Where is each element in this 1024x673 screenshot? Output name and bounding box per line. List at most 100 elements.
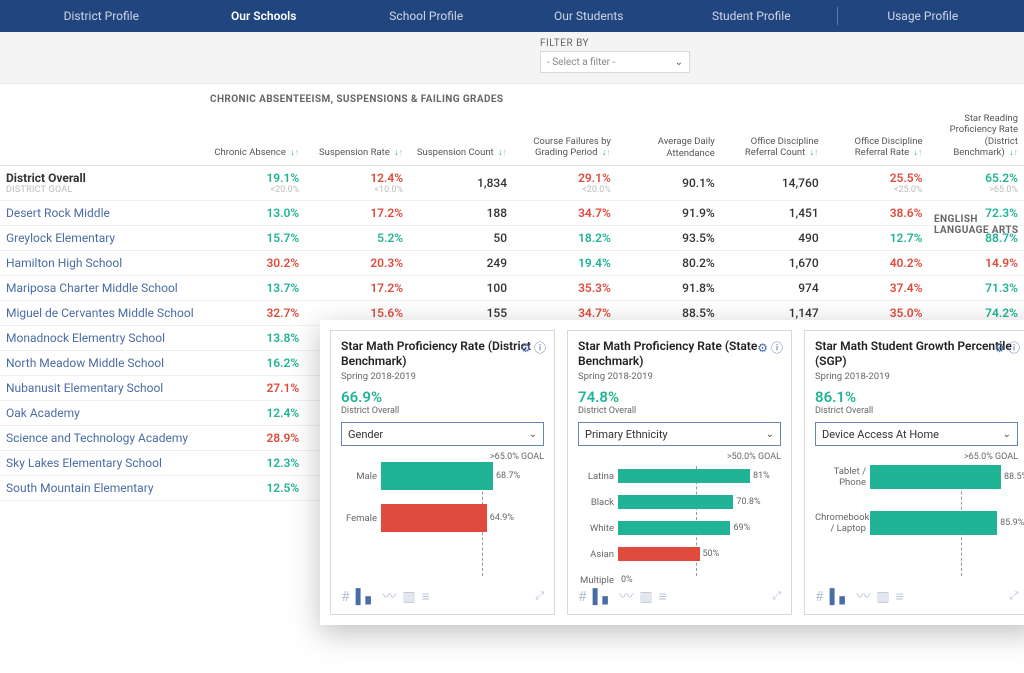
column-header[interactable]: Suspension Rate ↓↑ xyxy=(305,109,409,165)
panel-title: Star Math Student Growth Percentile (SGP… xyxy=(815,339,1018,369)
nav-tab-usage-profile[interactable]: Usage Profile xyxy=(842,9,1005,23)
column-header[interactable]: Office Discipline Referral Rate ↓↑ xyxy=(825,109,929,165)
nav-tab-school-profile[interactable]: School Profile xyxy=(345,9,508,23)
metric-cell: 27.1% xyxy=(201,375,305,400)
panel-title: Star Math Proficiency Rate (State Benchm… xyxy=(578,339,781,369)
bar-chart-icon[interactable]: ▌▖ xyxy=(593,589,614,605)
info-icon[interactable]: ⓘ xyxy=(1008,341,1020,355)
stacked-chart-icon[interactable]: ▥ xyxy=(876,589,889,605)
metric-cell: 91.9% xyxy=(617,200,721,225)
district-overall-row: District OverallDISTRICT GOAL19.1%<20.0%… xyxy=(0,165,1024,200)
gear-icon[interactable]: ⚙ xyxy=(757,341,768,355)
school-name[interactable]: Hamilton High School xyxy=(0,250,201,275)
grid-icon[interactable]: # xyxy=(578,589,587,605)
metric-cell: 12.4%<10.0% xyxy=(305,165,409,200)
chart-panel: ⚙ ⓘStar Math Proficiency Rate (District … xyxy=(330,330,555,615)
stacked-chart-icon[interactable]: ▥ xyxy=(639,589,652,605)
bar-track: 88.5% xyxy=(870,467,1018,487)
sort-icon: ↓↑ xyxy=(290,148,299,158)
metric-cell: 1,834 xyxy=(409,165,513,200)
gear-icon[interactable]: ⚙ xyxy=(520,341,531,355)
column-header[interactable]: Chronic Absence ↓↑ xyxy=(201,109,305,165)
column-header[interactable]: Course Failures by Grading Period ↓↑ xyxy=(513,109,617,165)
bar-chart-icon[interactable]: ▌▖ xyxy=(356,589,377,605)
school-name[interactable]: Monadnock Elementry School xyxy=(0,325,201,350)
metric-cell: 19.1%<20.0% xyxy=(201,165,305,200)
grid-icon[interactable]: # xyxy=(341,589,350,605)
bar-track: 85.9% xyxy=(870,513,1018,533)
filter-by-label: FILTER BY xyxy=(540,38,1024,49)
school-name[interactable]: Mariposa Charter Middle School xyxy=(0,275,201,300)
panel-stat-sub: District Overall xyxy=(578,406,781,416)
metric-cell: 50 xyxy=(409,225,513,250)
bar-chart: Tablet / Phone88.5%Chromebook / Laptop85… xyxy=(815,466,1018,576)
list-icon[interactable]: ≡ xyxy=(896,589,904,605)
column-header[interactable]: Suspension Count ↓↑ xyxy=(409,109,513,165)
line-chart-icon[interactable]: 〰 xyxy=(856,589,870,605)
info-icon[interactable]: ⓘ xyxy=(771,341,783,355)
bar-fill xyxy=(618,495,733,509)
nav-tab-student-profile[interactable]: Student Profile xyxy=(670,9,833,23)
expand-icon[interactable]: ⤢ xyxy=(535,589,544,603)
column-header: Average Daily Attendance xyxy=(617,109,721,165)
metric-cell: 12.3% xyxy=(201,450,305,475)
school-name[interactable]: Greylock Elementary xyxy=(0,225,201,250)
panel-dimension-select[interactable]: Gender⌄ xyxy=(341,422,544,446)
school-name[interactable]: Sky Lakes Elementary School xyxy=(0,450,201,475)
sort-icon: ↓↑ xyxy=(498,148,507,158)
bar-fill xyxy=(870,511,997,535)
line-chart-icon[interactable]: 〰 xyxy=(382,589,396,605)
bar-label: Multiple xyxy=(578,575,618,586)
school-name[interactable]: South Mountain Elementary xyxy=(0,475,201,500)
school-name[interactable]: North Meadow Middle School xyxy=(0,350,201,375)
bar-track: 0% xyxy=(618,570,781,590)
metric-cell: 17.2% xyxy=(305,200,409,225)
chart-panel: ⚙ ⓘStar Math Proficiency Rate (State Ben… xyxy=(567,330,792,615)
metric-cell: 12.7% xyxy=(825,225,929,250)
expand-icon[interactable]: ⤢ xyxy=(1009,589,1018,603)
panel-stat: 86.1% xyxy=(815,388,1018,406)
list-icon[interactable]: ≡ xyxy=(422,589,430,605)
metric-cell: 18.2% xyxy=(513,225,617,250)
school-name[interactable]: Science and Technology Academy xyxy=(0,425,201,450)
metric-cell: 19.4% xyxy=(513,250,617,275)
nav-tab-district-profile[interactable]: District Profile xyxy=(20,9,183,23)
line-chart-icon[interactable]: 〰 xyxy=(619,589,633,605)
grid-icon[interactable]: # xyxy=(815,589,824,605)
bar-chart-icon[interactable]: ▌▖ xyxy=(830,589,851,605)
metric-cell: 65.2%>65.0% xyxy=(929,165,1024,200)
metric-cell: 40.2% xyxy=(825,250,929,275)
school-name[interactable]: Nubanusit Elementary School xyxy=(0,375,201,400)
bar-value: 85.9% xyxy=(1000,518,1024,528)
nav-tab-our-schools[interactable]: Our Schools xyxy=(183,9,346,23)
bar-fill xyxy=(618,469,750,483)
filter-select[interactable]: - Select a filter - ⌄ xyxy=(540,51,690,73)
nav-tab-our-students[interactable]: Our Students xyxy=(508,9,671,23)
school-name[interactable]: Desert Rock Middle xyxy=(0,200,201,225)
bar-label: Tablet / Phone xyxy=(815,466,870,488)
school-name[interactable]: Miguel de Cervantes Middle School xyxy=(0,300,201,325)
expand-icon[interactable]: ⤢ xyxy=(772,589,781,603)
bar-value: 69% xyxy=(733,523,750,533)
sort-icon: ↓↑ xyxy=(810,148,819,158)
panel-dimension-select[interactable]: Primary Ethnicity⌄ xyxy=(578,422,781,446)
bar-track: 64.9% xyxy=(381,508,544,528)
list-icon[interactable]: ≡ xyxy=(659,589,667,605)
metric-cell: 13.0% xyxy=(201,200,305,225)
stacked-chart-icon[interactable]: ▥ xyxy=(402,589,415,605)
bar-fill xyxy=(381,504,487,532)
panel-dimension-select[interactable]: Device Access At Home⌄ xyxy=(815,422,1018,446)
panel-stat-sub: District Overall xyxy=(341,406,544,416)
column-header[interactable]: Star Reading Proficiency Rate (District … xyxy=(929,109,1024,165)
chevron-down-icon: ⌄ xyxy=(766,429,774,440)
school-name[interactable]: Oak Academy xyxy=(0,400,201,425)
metric-cell: 14,760 xyxy=(721,165,825,200)
metric-cell: 490 xyxy=(721,225,825,250)
column-header[interactable]: Office Discipline Referral Count ↓↑ xyxy=(721,109,825,165)
info-icon[interactable]: ⓘ xyxy=(534,341,546,355)
metric-cell: 16.2% xyxy=(201,350,305,375)
sort-icon: ↓↑ xyxy=(602,148,611,158)
panel-subtitle: Spring 2018-2019 xyxy=(578,371,781,382)
gear-icon[interactable]: ⚙ xyxy=(994,341,1005,355)
metric-cell: 14.9% xyxy=(929,250,1024,275)
